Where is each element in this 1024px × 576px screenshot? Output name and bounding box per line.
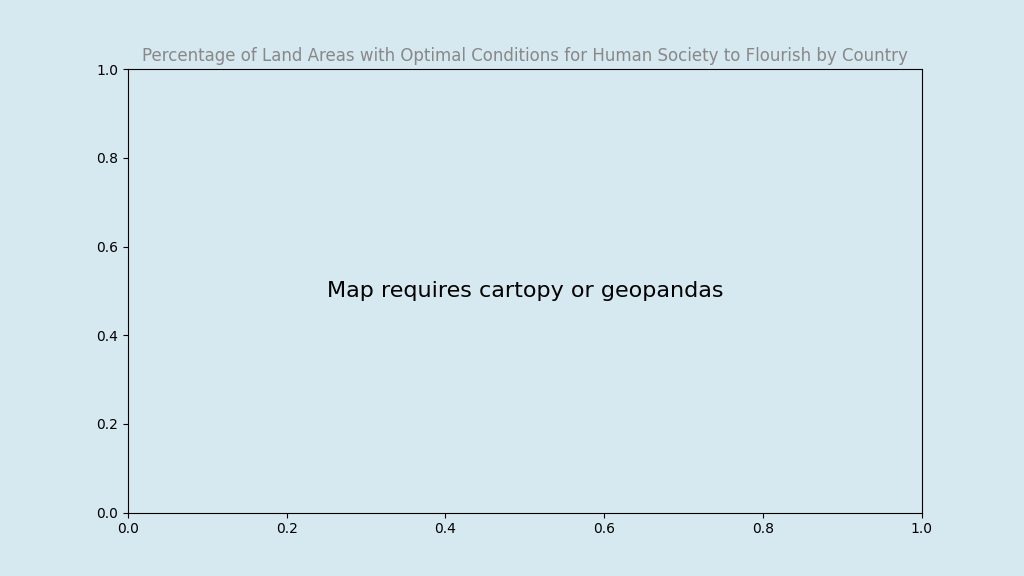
Title: Percentage of Land Areas with Optimal Conditions for Human Society to Flourish b: Percentage of Land Areas with Optimal Co… [142, 47, 907, 65]
Text: Map requires cartopy or geopandas: Map requires cartopy or geopandas [327, 281, 723, 301]
